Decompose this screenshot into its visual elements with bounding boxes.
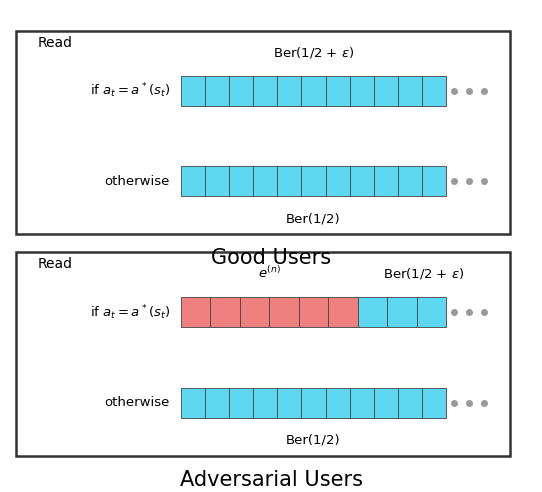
Bar — [301, 388, 326, 418]
Bar — [205, 388, 229, 418]
Bar — [398, 166, 422, 196]
FancyBboxPatch shape — [16, 31, 510, 234]
Text: Ber(1/2 + $\epsilon$): Ber(1/2 + $\epsilon$) — [383, 266, 464, 281]
Bar — [269, 298, 299, 328]
Text: Read: Read — [37, 35, 72, 50]
Bar — [253, 166, 278, 196]
FancyBboxPatch shape — [16, 252, 510, 456]
Bar — [299, 298, 328, 328]
Bar — [398, 76, 422, 106]
Bar — [210, 298, 240, 328]
Bar — [205, 76, 229, 106]
Bar — [229, 388, 253, 418]
Bar — [358, 298, 388, 328]
Bar — [278, 76, 301, 106]
Text: otherwise: otherwise — [105, 175, 170, 188]
Bar — [301, 166, 326, 196]
Bar — [326, 76, 350, 106]
Bar — [374, 76, 398, 106]
Bar — [374, 166, 398, 196]
Bar — [253, 76, 278, 106]
Bar — [278, 166, 301, 196]
Bar — [350, 388, 374, 418]
Text: Ber(1/2): Ber(1/2) — [286, 434, 341, 447]
Bar — [350, 166, 374, 196]
Bar — [422, 76, 446, 106]
Text: if $a_t = a^*(s_t)$: if $a_t = a^*(s_t)$ — [90, 82, 170, 100]
Bar — [278, 388, 301, 418]
Bar — [180, 166, 205, 196]
Text: Adversarial Users: Adversarial Users — [179, 470, 363, 490]
Text: otherwise: otherwise — [105, 396, 170, 409]
Bar — [326, 388, 350, 418]
Bar — [417, 298, 446, 328]
Bar — [180, 388, 205, 418]
Bar — [422, 166, 446, 196]
Bar — [180, 298, 210, 328]
Text: Ber(1/2): Ber(1/2) — [286, 213, 341, 225]
Text: Read: Read — [37, 257, 72, 271]
Bar — [350, 76, 374, 106]
Bar — [301, 76, 326, 106]
Bar — [398, 388, 422, 418]
Bar — [374, 388, 398, 418]
Text: Good Users: Good Users — [211, 248, 331, 268]
Bar — [180, 76, 205, 106]
Bar — [205, 166, 229, 196]
Text: $e^{(n)}$: $e^{(n)}$ — [258, 265, 281, 281]
Bar — [229, 76, 253, 106]
Bar — [388, 298, 417, 328]
Bar — [326, 166, 350, 196]
Text: Ber(1/2 + $\epsilon$): Ber(1/2 + $\epsilon$) — [273, 45, 354, 60]
Bar — [253, 388, 278, 418]
Bar — [229, 166, 253, 196]
Bar — [422, 388, 446, 418]
Text: if $a_t = a^*(s_t)$: if $a_t = a^*(s_t)$ — [90, 303, 170, 322]
Bar — [240, 298, 269, 328]
Bar — [328, 298, 358, 328]
